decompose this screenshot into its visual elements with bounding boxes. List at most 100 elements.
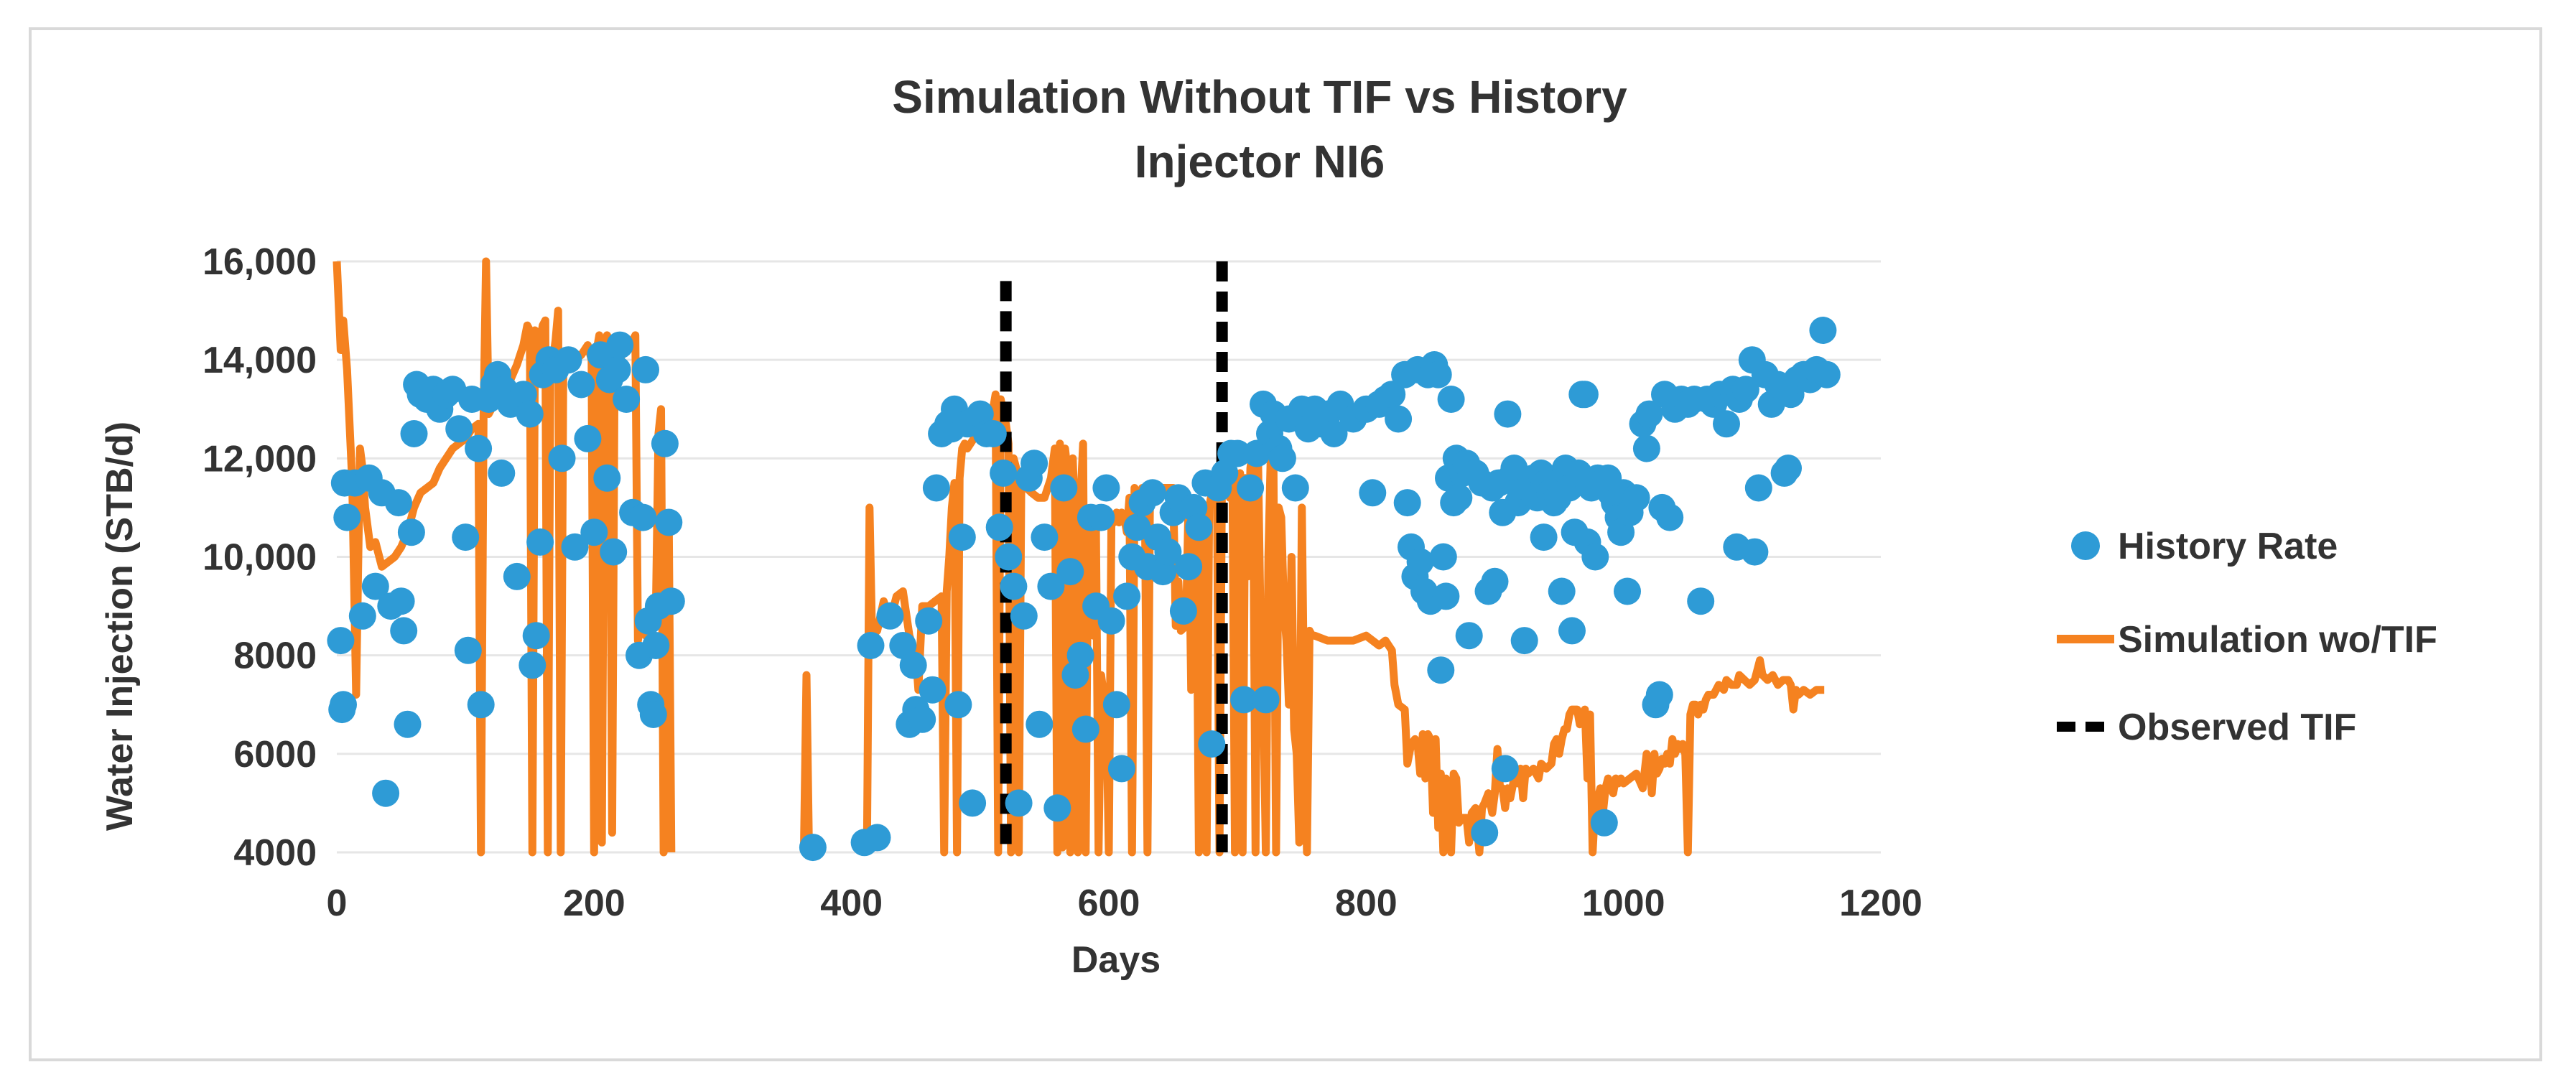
history-point (385, 489, 412, 517)
history-point (516, 400, 544, 428)
history-point (1010, 602, 1038, 630)
history-point (642, 632, 670, 659)
history-point (488, 459, 516, 487)
history-point (639, 701, 667, 728)
x-tick-label: 200 (563, 883, 626, 924)
history-point (361, 572, 389, 600)
y-tick-labels: 4000 6000 8000 10,000 12,000 14,000 16,000 (203, 241, 317, 874)
history-point (613, 386, 641, 413)
history-point (445, 415, 473, 443)
history-point (394, 710, 422, 738)
history-point (1020, 450, 1048, 478)
history-point (1050, 474, 1078, 502)
x-axis-title: Days (1071, 939, 1161, 981)
history-point (1632, 434, 1660, 462)
history-point (1113, 582, 1141, 610)
chart-title-line-2: Injector NI6 (1135, 136, 1385, 187)
history-point (1185, 513, 1213, 541)
history-point (400, 420, 428, 447)
history-point (1731, 376, 1759, 404)
history-point (1224, 439, 1252, 467)
history-point (899, 651, 927, 679)
history-point (554, 346, 582, 374)
history-point (1097, 607, 1125, 635)
history-point (908, 705, 936, 733)
history-point (1432, 582, 1460, 610)
history-point (1494, 400, 1522, 428)
history-point (1455, 622, 1483, 650)
history-point (985, 513, 1013, 541)
history-point (1252, 686, 1280, 714)
history-point (1744, 474, 1772, 502)
history-point (1000, 572, 1028, 600)
history-point (1123, 513, 1151, 541)
history-point (526, 528, 554, 556)
history-point (1005, 789, 1033, 817)
history-point (1437, 386, 1465, 413)
history-point (1491, 755, 1519, 783)
history-point (1043, 794, 1071, 822)
history-point (1406, 548, 1434, 576)
history-point (1548, 577, 1576, 605)
history-point (465, 434, 493, 462)
history-point (580, 518, 608, 546)
history-point (567, 371, 595, 399)
history-point (1645, 681, 1673, 709)
legend: History Rate Simulation wo/TIF Observed … (2057, 526, 2437, 748)
legend-history-label: History Rate (2118, 526, 2338, 567)
history-point (454, 636, 482, 664)
x-tick-label: 0 (327, 883, 348, 924)
history-point (1471, 819, 1499, 847)
history-point (1066, 641, 1094, 669)
history-point (1026, 710, 1054, 738)
history-point (1622, 484, 1650, 512)
history-series (327, 317, 1841, 862)
history-point (1775, 455, 1802, 482)
x-tick-label: 800 (1335, 883, 1398, 924)
history-point (1445, 484, 1473, 512)
history-point (1590, 809, 1618, 837)
history-point (632, 355, 659, 383)
history-point (876, 602, 904, 630)
history-point (1429, 543, 1457, 571)
history-point (1359, 479, 1387, 507)
history-point (1481, 567, 1509, 595)
chart-frame: Simulation Without TIF vs History Inject… (29, 27, 2542, 1061)
history-point (1687, 587, 1715, 615)
history-point (330, 691, 357, 719)
history-point (1393, 489, 1421, 517)
history-point (1614, 577, 1641, 605)
history-point (995, 543, 1023, 571)
history-point (629, 503, 657, 531)
history-point (863, 824, 891, 852)
chart-svg: Simulation Without TIF vs History Inject… (99, 71, 2437, 981)
history-point (657, 587, 685, 615)
y-tick-label: 12,000 (203, 438, 317, 480)
simulation-line-segment-3 (862, 390, 1825, 857)
history-point (548, 444, 576, 472)
history-point (522, 622, 550, 650)
history-point (1635, 400, 1663, 428)
history-point (919, 676, 947, 704)
history-point (1107, 755, 1135, 783)
history-point (1510, 627, 1538, 655)
x-tick-label: 400 (820, 883, 883, 924)
history-point (1169, 597, 1197, 625)
y-tick-label: 10,000 (203, 537, 317, 579)
history-point (944, 691, 972, 719)
history-point (655, 508, 683, 536)
history-point (452, 523, 480, 551)
x-tick-label: 1000 (1582, 883, 1665, 924)
x-tick-label: 1200 (1839, 883, 1922, 924)
history-point (1281, 474, 1309, 502)
history-point (1056, 558, 1084, 586)
history-point (1813, 360, 1841, 388)
history-point (1558, 617, 1586, 645)
y-tick-label: 8000 (233, 635, 317, 677)
history-point (1031, 523, 1059, 551)
history-point (1427, 656, 1455, 684)
history-point (959, 789, 987, 817)
history-point (503, 562, 531, 590)
history-point (922, 474, 950, 502)
history-point (603, 355, 631, 383)
